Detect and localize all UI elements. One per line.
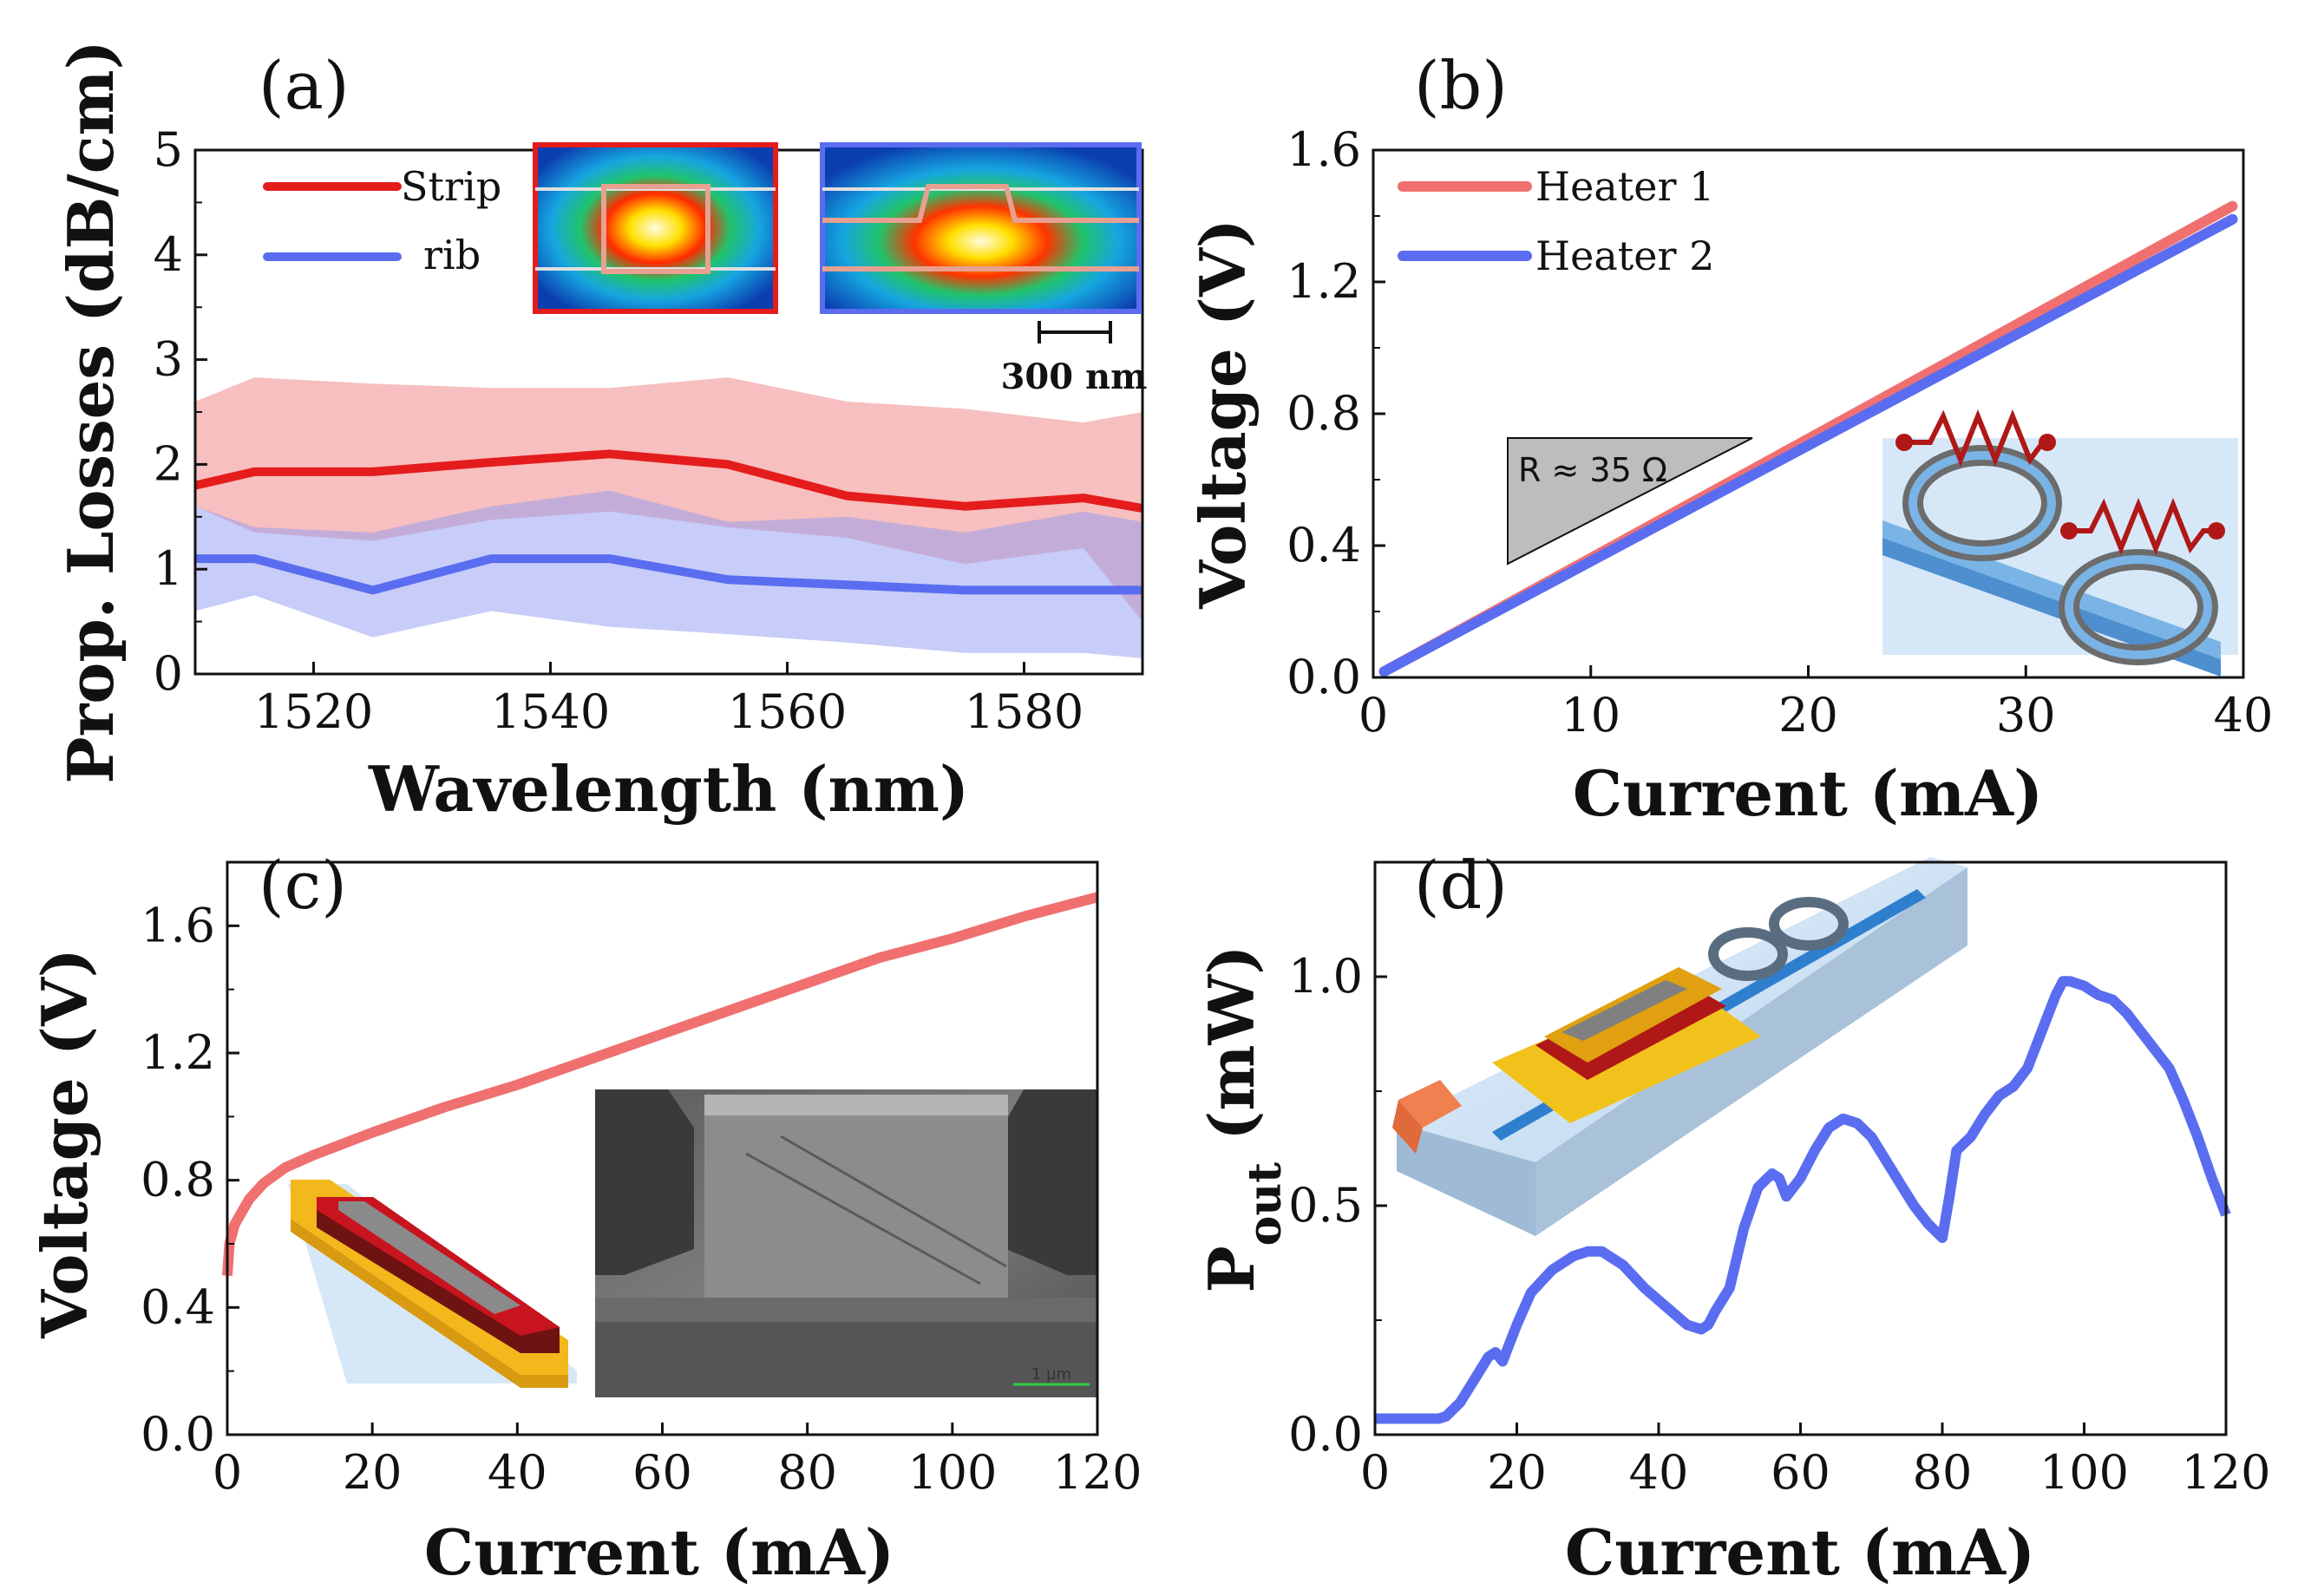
d-line-pout <box>1375 976 2231 1424</box>
c-ytick-label-3: 1.2 <box>141 1025 215 1080</box>
b-ticks: 0 10 20 30 40 0.0 0.4 0.8 1.2 1.6 <box>1286 122 2273 742</box>
b-heater-illustration <box>1882 409 2238 677</box>
a-band-strip <box>195 377 1142 622</box>
d-ytick-label-0: 0.0 <box>1288 1407 1363 1462</box>
c-xtick-label-4: 80 <box>777 1445 837 1500</box>
c-ticks: 0 20 40 60 80 100 120 0.0 0.4 0.8 1.2 1.6 <box>141 861 1142 1500</box>
c-xtick-label-3: 60 <box>632 1445 692 1500</box>
d-ytick-label-2: 1.0 <box>1288 949 1363 1004</box>
a-xtick-label-2: 1560 <box>728 684 847 739</box>
c-sem-image: 1 µm <box>595 1089 1097 1397</box>
b-resistance-label: R ≈ 35 Ω <box>1518 451 1667 489</box>
c-xtick-label-5: 100 <box>907 1445 997 1500</box>
d-xtick-label-5: 100 <box>2039 1445 2129 1500</box>
b-series-lines <box>1378 200 2238 677</box>
a-xtick-label-3: 1580 <box>965 684 1084 739</box>
c-ytick-label-2: 0.8 <box>141 1153 215 1207</box>
b-xtick-label-4: 40 <box>2214 688 2274 742</box>
a-line-rib <box>195 554 1142 595</box>
b-xlabel: Current (mA) <box>1573 756 2043 830</box>
b-resistance-annotation: R ≈ 35 Ω <box>1507 437 1753 566</box>
a-xtick-label-1: 1540 <box>491 684 610 739</box>
b-ytick-label-2: 0.8 <box>1286 386 1361 441</box>
a-ytick-label-5: 5 <box>154 122 183 177</box>
b-xtick-label-1: 10 <box>1561 688 1620 742</box>
b-ylabel: Voltage (V) <box>1186 219 1260 610</box>
panel-b: (b) 0 10 20 30 40 0.0 0.4 0.8 1.2 1.6 Current (mA… <box>1186 47 2273 830</box>
a-ytick-label-4: 4 <box>154 227 183 282</box>
c-xtick-label-6: 120 <box>1052 1445 1142 1500</box>
panel-a: (a) 1520 1540 1560 1580 0 1 2 3 4 5 Wavelength (n… <box>54 40 1147 826</box>
c-ytick-label-4: 1.6 <box>141 898 215 952</box>
d-xtick-label-2: 40 <box>1629 1445 1689 1500</box>
d-xtick-label-3: 60 <box>1771 1445 1830 1500</box>
b-ytick-label-4: 1.6 <box>1286 122 1361 177</box>
panel-a-label: (a) <box>259 47 350 124</box>
d-xlabel: Current (mA) <box>1565 1515 2035 1589</box>
d-chip-illustration <box>1392 857 1967 1236</box>
a-ytick-label-0: 0 <box>154 646 183 701</box>
a-band-rib <box>195 490 1142 658</box>
b-legend: Heater 1 Heater 2 <box>1398 163 1714 279</box>
b-ytick-label-1: 0.4 <box>1286 518 1361 572</box>
b-ytick-label-0: 0.0 <box>1286 650 1361 704</box>
a-ytick-label-3: 3 <box>154 332 183 387</box>
a-legend: Strip rib <box>263 163 501 278</box>
b-line-heater-2 <box>1378 213 2238 677</box>
a-ytick-label-2: 2 <box>154 436 183 491</box>
b-xtick-label-0: 0 <box>1359 688 1388 742</box>
d-ylabel: Pout (mW) <box>1195 945 1292 1293</box>
a-ytick-label-1: 1 <box>154 541 183 596</box>
panel-d: (d) 0 20 40 60 80 100 120 0.0 0.5 1.0 Current (mA… <box>1195 847 2271 1589</box>
d-ylabel-main: P <box>1195 1246 1268 1292</box>
a-ylabel: Prop. Losses (dB/cm) <box>54 40 128 783</box>
a-scale-bar-label: 300 nm <box>1001 356 1148 397</box>
a-scale-bar: 300 nm <box>1001 321 1148 397</box>
d-xtick-label-1: 20 <box>1487 1445 1547 1500</box>
d-xtick-label-4: 80 <box>1913 1445 1973 1500</box>
a-strip-mode-inset <box>533 142 778 314</box>
d-xtick-label-6: 120 <box>2181 1445 2270 1500</box>
a-legend-rib-label: rib <box>423 232 481 278</box>
d-ylabel-unit: (mW) <box>1195 945 1268 1162</box>
c-ytick-label-0: 0.0 <box>141 1407 215 1462</box>
c-series-lines <box>222 892 1099 1277</box>
d-ylabel-sub: out <box>1239 1162 1292 1246</box>
d-ytick-label-1: 0.5 <box>1288 1178 1363 1233</box>
c-laser-illustration <box>288 1180 577 1388</box>
d-ticks: 0 20 40 60 80 100 120 0.0 0.5 1.0 <box>1288 861 2271 1500</box>
a-rib-mode-inset <box>820 142 1142 314</box>
a-error-bands <box>195 377 1142 658</box>
panel-c-label: (c) <box>259 847 347 924</box>
b-legend-heater2-label: Heater 2 <box>1535 232 1714 279</box>
d-xtick-label-0: 0 <box>1360 1445 1390 1500</box>
b-xtick-label-2: 20 <box>1778 688 1838 742</box>
c-line-iv <box>222 892 1099 1277</box>
a-series-lines <box>193 449 1143 595</box>
b-legend-heater1-label: Heater 1 <box>1535 163 1714 210</box>
panel-d-label: (d) <box>1414 847 1508 924</box>
panel-b-label: (b) <box>1414 47 1508 124</box>
c-xtick-label-0: 0 <box>213 1445 242 1500</box>
c-xlabel: Current (mA) <box>424 1515 894 1589</box>
c-ytick-label-1: 0.4 <box>141 1279 215 1334</box>
a-xtick-label-0: 1520 <box>254 684 373 739</box>
c-xtick-label-1: 20 <box>343 1445 403 1500</box>
c-ylabel: Voltage (V) <box>28 948 101 1339</box>
b-ytick-label-3: 1.2 <box>1286 254 1361 309</box>
d-series-lines <box>1375 976 2231 1424</box>
c-sem-scale-label: 1 µm <box>1031 1365 1071 1383</box>
b-xtick-label-3: 30 <box>1996 688 2056 742</box>
a-legend-strip-label: Strip <box>401 163 501 210</box>
a-xlabel: Wavelength (nm) <box>368 752 969 826</box>
a-ticks: 1520 1540 1560 1580 0 1 2 3 4 5 <box>154 122 1084 739</box>
a-line-strip <box>193 449 1143 513</box>
c-xtick-label-2: 40 <box>488 1445 547 1500</box>
